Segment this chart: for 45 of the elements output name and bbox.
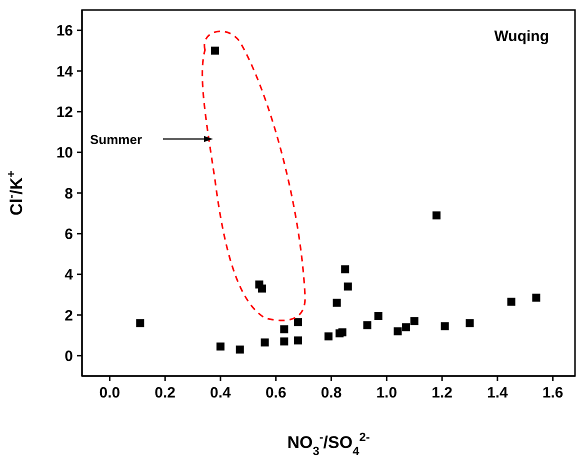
point bbox=[466, 319, 474, 328]
point bbox=[363, 321, 372, 330]
x-tick-label: 0.8 bbox=[320, 384, 342, 402]
point bbox=[216, 342, 224, 351]
point bbox=[136, 319, 144, 328]
x-tick-label: 1.2 bbox=[432, 384, 452, 402]
point bbox=[236, 346, 244, 354]
point bbox=[260, 338, 269, 346]
y-tick-label: 10 bbox=[56, 144, 73, 162]
point bbox=[532, 294, 540, 302]
point bbox=[294, 336, 302, 344]
point bbox=[344, 282, 352, 291]
x-tick-label: 1.4 bbox=[487, 384, 509, 402]
x-tick-label: 1.6 bbox=[542, 384, 564, 402]
x-tick-label: 1.0 bbox=[376, 384, 398, 402]
point bbox=[338, 328, 346, 336]
y-tick-label: 6 bbox=[64, 226, 73, 243]
y-tick-label: 8 bbox=[64, 185, 73, 202]
point bbox=[324, 332, 332, 340]
point bbox=[507, 298, 516, 306]
x-tick-label: 0.0 bbox=[99, 384, 120, 402]
point bbox=[280, 325, 288, 334]
point bbox=[280, 337, 288, 346]
point bbox=[374, 312, 382, 320]
y-tick-label: 16 bbox=[56, 22, 73, 40]
point bbox=[258, 284, 266, 293]
annotation: Summer bbox=[90, 132, 142, 147]
point bbox=[432, 211, 441, 220]
x-tick-label: 0.4 bbox=[210, 384, 232, 402]
point bbox=[341, 265, 350, 274]
x-tick-label: 0.2 bbox=[154, 384, 176, 402]
y-tick-label: 2 bbox=[64, 307, 73, 324]
annotation: Wuqing bbox=[494, 28, 549, 45]
point bbox=[210, 46, 219, 55]
point bbox=[440, 322, 449, 330]
x-tick-label: 0.6 bbox=[265, 384, 286, 402]
point bbox=[394, 327, 402, 336]
y-tick-label: 4 bbox=[64, 266, 74, 284]
point bbox=[402, 323, 410, 332]
y-tick-label: 0 bbox=[64, 348, 73, 365]
point bbox=[294, 318, 302, 326]
point bbox=[410, 317, 418, 326]
point bbox=[332, 298, 341, 307]
y-tick-label: 14 bbox=[56, 63, 74, 80]
y-tick-label: 12 bbox=[56, 104, 73, 121]
